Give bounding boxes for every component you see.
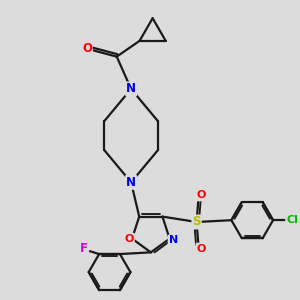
- Text: O: O: [196, 244, 206, 254]
- Text: S: S: [192, 215, 201, 229]
- Text: N: N: [169, 236, 178, 245]
- Text: Cl: Cl: [286, 215, 298, 225]
- Text: N: N: [126, 176, 136, 189]
- Text: N: N: [126, 82, 136, 95]
- Text: O: O: [196, 190, 206, 200]
- Text: F: F: [80, 242, 88, 255]
- Text: O: O: [124, 234, 134, 244]
- Text: O: O: [82, 42, 92, 55]
